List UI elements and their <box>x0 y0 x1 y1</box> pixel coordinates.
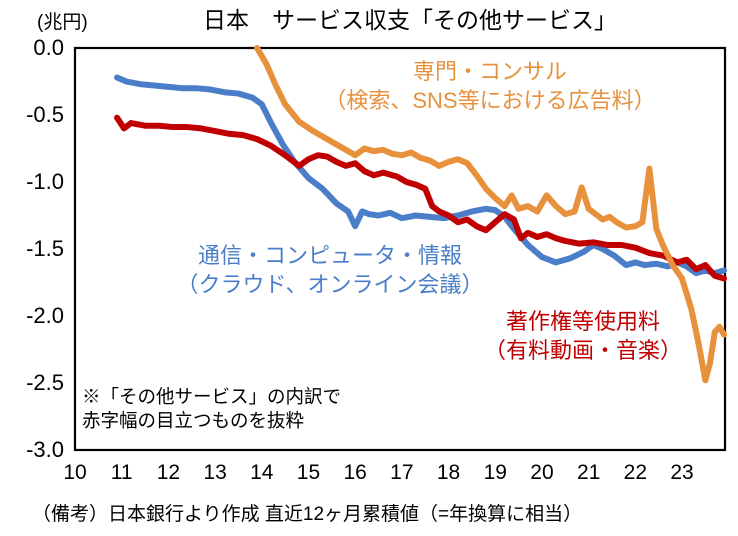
y-tick-label: -3.0 <box>26 437 64 462</box>
y-tick-label: -2.0 <box>26 303 64 328</box>
x-tick-label: 19 <box>483 461 507 484</box>
x-tick-label: 13 <box>203 461 227 484</box>
chart-title: 日本 サービス収支「その他サービス」 <box>203 7 617 33</box>
x-tick-label: 11 <box>110 461 133 484</box>
plot-frame <box>73 46 727 452</box>
x-tick-label: 22 <box>623 461 648 484</box>
series-line <box>114 114 728 282</box>
x-tick-label: 20 <box>530 461 554 484</box>
x-tick-label: 18 <box>436 461 461 484</box>
series-line <box>114 74 728 277</box>
series-label-professional-consulting: 専門・コンサル （検索、SNS等における広告料） <box>324 59 656 113</box>
y-tick-label: -0.5 <box>26 102 64 127</box>
x-tick-label: 14 <box>250 461 274 484</box>
chart-note: ※「その他サービス」の内訳で 赤字幅の目立つものを抜粋 <box>82 386 342 431</box>
y-tick-label: -1.5 <box>26 236 64 261</box>
x-tick-label: 15 <box>296 461 321 484</box>
y-tick-label: -2.5 <box>26 370 64 395</box>
x-tick-label: 23 <box>670 461 694 484</box>
series-label-copyright-royalties: 著作権等使用料 （有料動画・音楽） <box>483 309 682 363</box>
series-label-telecom-computer-information: 通信・コンピュータ・情報 （クラウド、オンライン会議） <box>176 243 484 297</box>
series-line <box>254 45 728 384</box>
series-paths <box>114 45 728 384</box>
x-tick-label: 16 <box>343 461 367 484</box>
x-tick-label: 10 <box>63 461 87 484</box>
x-tick-label: 21 <box>576 461 601 484</box>
source-footnote: （備考）日本銀行より作成 直近12ヶ月累積値（=年換算に相当） <box>32 504 583 525</box>
y-tick-label: -1.0 <box>26 169 64 194</box>
x-tick-label: 17 <box>390 461 414 484</box>
y-axis-unit-label: (兆円) <box>37 12 88 33</box>
y-tick-label: 0.0 <box>33 35 64 60</box>
x-tick-label: 12 <box>156 461 181 484</box>
